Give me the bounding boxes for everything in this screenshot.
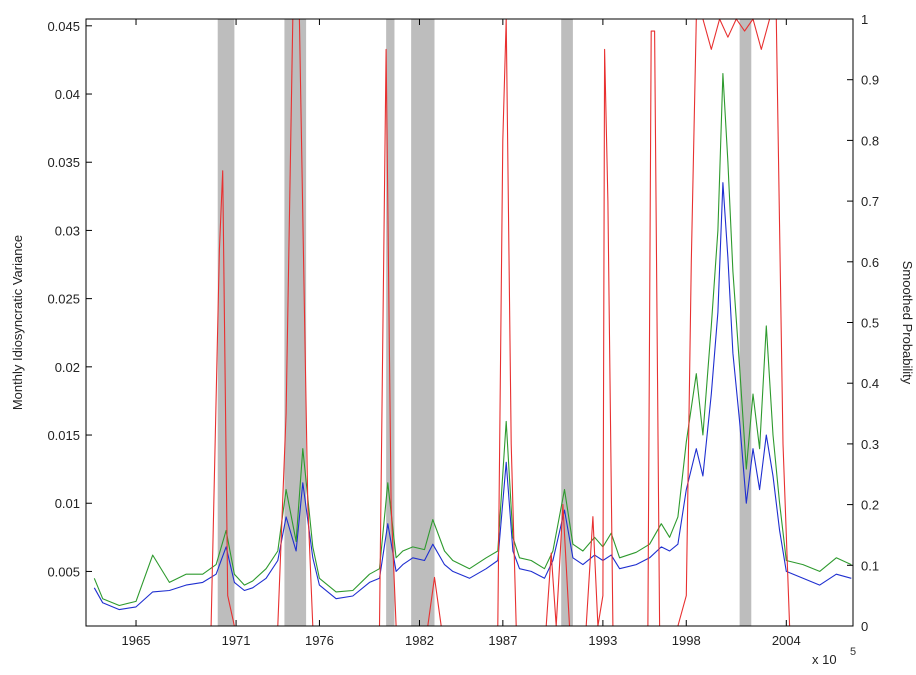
series-line-1 (93, 182, 852, 611)
y-right-tick-label: 0.4 (861, 376, 879, 391)
y-right-tick-label: 1 (861, 12, 868, 27)
x-tick-label: 2004 (772, 633, 801, 648)
y-right-tick-label: 0.8 (861, 133, 879, 148)
recession-band (561, 19, 573, 626)
y-right-tick-label: 0.5 (861, 316, 879, 331)
y-left-tick-label: 0.025 (47, 292, 80, 307)
x-tick-label: 1982 (405, 633, 434, 648)
x-axis-exponent-label: x 10 (812, 652, 837, 667)
y-right-tick-label: 0.1 (861, 558, 879, 573)
recession-band (411, 19, 435, 626)
x-axis-exponent-power: 5 (850, 646, 856, 658)
y-right-tick-label: 0.6 (861, 255, 879, 270)
y-right-tick-label: 0 (861, 619, 868, 634)
y-axis-right-label: Smoothed Probability (900, 261, 915, 385)
y-left-tick-label: 0.035 (47, 155, 80, 170)
recession-band (739, 19, 752, 626)
y-left-tick-label: 0.015 (47, 428, 80, 443)
y-left-tick-label: 0.045 (47, 19, 80, 34)
x-tick-label: 1971 (222, 633, 251, 648)
y-left-tick-label: 0.02 (55, 360, 80, 375)
y-axis-left: 0.005 0.01 0.015 0.02 0.025 0.03 0.035 0.04 0.04… (47, 19, 92, 579)
y-axis-left-label: Monthly Idiosyncratic Variance (10, 235, 25, 410)
x-tick-label: 1976 (305, 633, 334, 648)
x-axis: 1965 1971 1976 1982 1987 1993 1998 2004 (122, 19, 801, 648)
y-right-tick-label: 0.2 (861, 498, 879, 513)
y-left-tick-label: 0.01 (55, 496, 80, 511)
x-tick-label: 1993 (588, 633, 617, 648)
y-right-tick-label: 0.3 (861, 437, 879, 452)
y-right-tick-label: 0.9 (861, 73, 879, 88)
y-right-tick-label: 0.7 (861, 194, 879, 209)
y-axis-right: 0 0.1 0.2 0.3 0.4 0.5 0.6 0.7 0.8 0.9 1 (847, 12, 879, 634)
recession-band (386, 19, 395, 626)
recession-band (217, 19, 235, 626)
x-tick-label: 1998 (672, 633, 701, 648)
series-line-2 (93, 73, 852, 607)
y-left-tick-label: 0.03 (55, 223, 80, 238)
y-left-tick-label: 0.04 (55, 87, 80, 102)
x-tick-label: 1965 (122, 633, 151, 648)
y-left-tick-label: 0.005 (47, 564, 80, 579)
x-tick-label: 1987 (488, 633, 517, 648)
